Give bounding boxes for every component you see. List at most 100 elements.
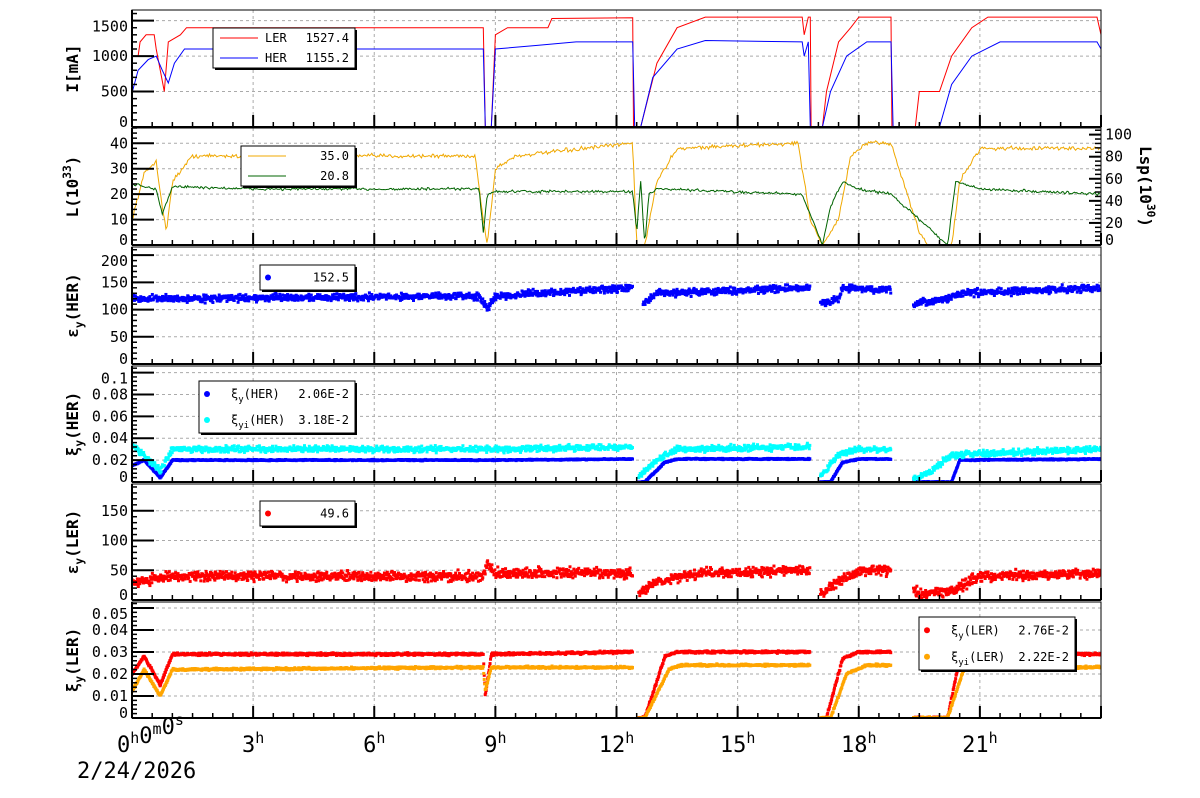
data-point (498, 296, 502, 300)
panel-4: 00.020.040.060.080.1ξy(HER) ξy(HER) 2.06E-… (63, 365, 1102, 486)
data-point (955, 295, 959, 299)
data-point (861, 285, 865, 289)
data-point (946, 299, 950, 303)
data-point (888, 285, 892, 289)
data-point (392, 445, 396, 449)
data-point (329, 299, 333, 303)
data-point (224, 446, 228, 450)
data-point (483, 300, 487, 304)
data-point (411, 296, 415, 300)
data-point (578, 286, 582, 290)
data-point (733, 286, 737, 290)
data-point (648, 299, 652, 303)
data-point (432, 446, 436, 450)
series-group (132, 441, 1101, 482)
data-point (622, 289, 626, 293)
data-point (177, 299, 181, 303)
data-point (471, 296, 475, 300)
data-point (594, 290, 598, 294)
data-point (670, 290, 674, 294)
data-point (1061, 286, 1065, 290)
data-point (872, 291, 876, 295)
data-point (968, 289, 972, 293)
data-point (776, 290, 780, 294)
data-point (1086, 283, 1090, 287)
data-point (164, 292, 168, 296)
data-point (362, 448, 366, 452)
data-point (1090, 290, 1094, 294)
data-point (302, 444, 306, 448)
data-point (623, 287, 627, 291)
data-point (491, 299, 495, 303)
data-point (232, 298, 236, 302)
data-point (997, 286, 1001, 290)
right-tick-label: 20 (1105, 214, 1123, 232)
data-point (273, 297, 277, 301)
data-point (241, 294, 245, 298)
data-point (384, 297, 388, 301)
data-point (383, 449, 387, 453)
data-point (683, 289, 687, 293)
data-point (837, 296, 841, 300)
data-point (931, 297, 935, 301)
data-point (720, 291, 724, 295)
data-point (602, 289, 606, 293)
data-point (366, 445, 370, 449)
data-point (921, 301, 925, 305)
data-point (417, 292, 421, 296)
data-point (278, 292, 282, 296)
data-point (380, 295, 384, 299)
data-point (1014, 288, 1018, 292)
data-point (1009, 294, 1013, 298)
data-point (438, 292, 442, 296)
data-point (309, 293, 313, 297)
data-point (655, 289, 659, 293)
data-point (507, 295, 511, 299)
data-point (169, 453, 173, 457)
data-point (172, 299, 176, 303)
data-point (1033, 290, 1037, 294)
data-point (255, 300, 259, 304)
legend-value: 20.8 (320, 169, 349, 183)
right-axis-label: Lsp(1030) (1136, 146, 1157, 227)
data-point (850, 287, 854, 291)
data-point (647, 300, 651, 304)
data-point (150, 461, 154, 465)
data-point (992, 293, 996, 297)
data-point (477, 294, 481, 298)
data-point (931, 302, 935, 306)
data-point (211, 300, 215, 304)
data-point (803, 287, 807, 291)
data-point (196, 297, 200, 301)
data-point (521, 290, 525, 294)
data-point (326, 298, 330, 302)
data-point (354, 292, 358, 296)
data-point (259, 450, 263, 454)
data-point (162, 298, 166, 302)
data-point (493, 447, 497, 451)
data-point (726, 287, 730, 291)
data-point (157, 467, 161, 471)
data-point (419, 447, 423, 451)
data-point (224, 294, 228, 298)
data-point (870, 285, 874, 289)
data-point (317, 445, 321, 449)
data-point (393, 450, 397, 454)
data-point (610, 290, 614, 294)
data-point (709, 292, 713, 296)
data-point (1003, 289, 1007, 293)
data-point (563, 293, 567, 297)
data-point (291, 294, 295, 298)
data-point (796, 289, 800, 293)
data-point (1066, 289, 1070, 293)
data-point (217, 293, 221, 297)
data-point (1082, 283, 1086, 287)
data-point (230, 293, 234, 297)
data-point (564, 287, 568, 291)
data-point (941, 300, 945, 304)
data-point (209, 294, 213, 298)
data-point (1009, 291, 1013, 295)
legend-name: HER (265, 51, 287, 65)
data-point (253, 297, 257, 301)
